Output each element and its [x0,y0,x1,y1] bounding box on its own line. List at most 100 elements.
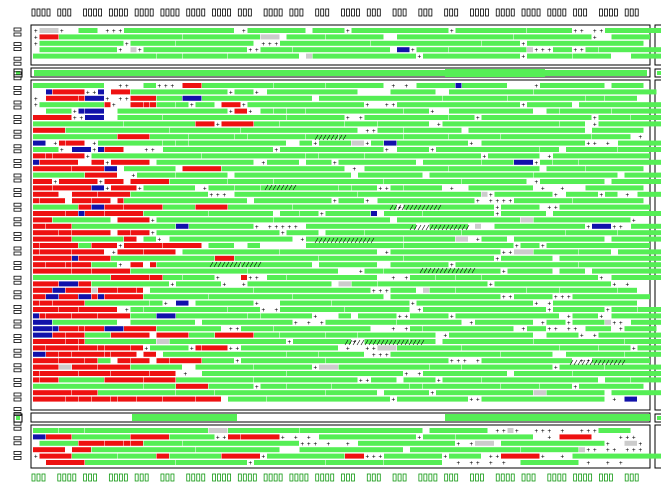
tile-run [33,230,59,236]
empty-cell-marker: + [619,460,623,467]
hatch-mark [601,359,606,366]
tile-run [553,153,650,159]
tile-run [33,390,72,396]
bottom-label-glyph [263,473,268,482]
empty-cell-marker: + [288,224,292,231]
tile-run [455,287,527,293]
tile-run [501,255,553,261]
tile-run [527,47,533,53]
left-label-glyph [13,217,22,222]
tile-run [228,204,293,210]
tile-run [559,108,611,114]
tile-run [325,332,358,338]
tile-run [39,371,78,376]
tile-run [306,153,319,159]
tile-run [299,447,403,453]
tile-run [39,28,59,33]
hatch-mark [569,359,574,366]
tile-run [598,121,661,127]
hatch-mark [408,339,413,346]
empty-cell-marker: + [613,447,617,454]
empty-cell-marker: + [385,288,389,295]
hatch-mark [318,134,323,141]
tile-run [442,339,533,344]
empty-cell-marker: + [515,243,519,250]
empty-cell-marker: + [431,109,435,116]
tile-run [150,345,189,351]
empty-cell-marker: + [580,428,584,435]
tile-run [228,428,299,433]
tile-run [423,434,455,440]
tile-run [91,204,104,210]
empty-cell-marker: + [489,198,493,205]
bottom-label-glyph [201,473,206,482]
empty-cell-marker: + [203,185,207,192]
tile-run [403,127,462,133]
hatch-mark [445,224,450,231]
tile-run [579,159,661,165]
tile-run [59,294,78,300]
tile-run [416,300,533,306]
empty-cell-marker: + [626,447,630,454]
left-label-glyph [13,280,22,285]
empty-cell-marker: + [496,454,500,461]
tile-run [72,198,91,204]
tile-run [39,377,59,383]
hatch-mark [384,339,389,346]
empty-cell-marker: + [541,185,545,192]
hatch-mark [338,134,343,141]
empty-cell-marker: + [561,454,565,461]
tile-run [540,179,605,184]
empty-cell-marker: + [34,41,38,48]
empty-cell-marker: + [450,313,454,320]
empty-cell-marker: + [171,83,175,90]
tile-run [52,287,65,293]
hatch-mark [292,184,297,191]
empty-cell-marker: + [587,447,591,454]
tile-run [455,313,559,319]
tile-run [306,236,403,242]
tile-run [111,185,137,191]
tile-run [351,28,449,33]
tile-run [429,172,533,178]
tile-run [260,313,312,319]
tile-run [46,294,59,300]
tile-run [195,345,202,351]
tile-run [130,345,143,351]
tile-run [143,307,228,312]
tile-run [72,262,91,268]
tile-run [481,396,605,402]
tile-run [514,159,533,165]
tile-run [143,211,208,216]
tile-run [579,383,644,389]
tile-run [137,172,176,178]
tile-run [150,371,176,376]
tile-run [33,198,39,204]
tile-run [273,83,325,88]
tile-run [98,140,163,146]
tile-run [254,364,312,370]
left-label-glyph [13,47,22,51]
left-label-glyph [13,207,22,212]
tile-run [78,440,104,446]
empty-cell-marker: + [366,454,370,461]
hatch-mark [348,339,353,346]
top-label-glyph [495,8,500,17]
tile-run [592,223,611,229]
bottom-label-glyph [217,473,221,482]
left-label-glyph [13,324,22,329]
empty-cell-marker: + [619,320,623,327]
hatch-mark [420,339,425,346]
tile-run [143,294,208,300]
tile-run [150,134,189,140]
tile-run [130,307,143,312]
tile-run [85,326,104,332]
tile-run [117,249,143,255]
tile-run [598,345,631,351]
tile-run [78,326,85,332]
tile-run [59,351,72,357]
hatch-mark [617,359,622,366]
empty-cell-marker: + [554,294,558,301]
top-label-glyph [614,8,618,17]
